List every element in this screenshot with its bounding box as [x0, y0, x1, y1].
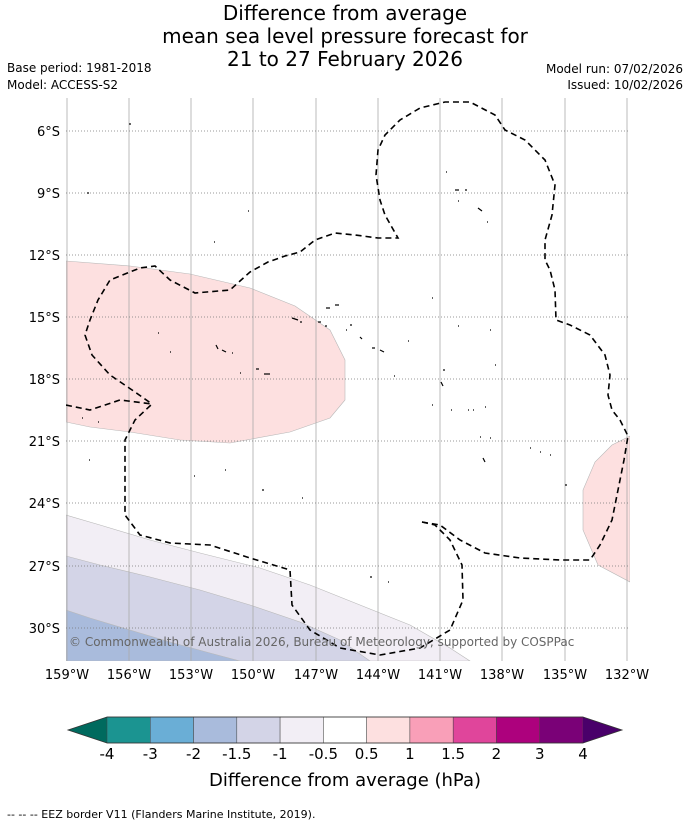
base-period: Base period: 1981-2018	[7, 61, 152, 75]
colorbar-bin	[150, 716, 194, 744]
lat-axis: 6°S 9°S 12°S 15°S 18°S 21°S 24°S 27°S 30…	[29, 125, 60, 637]
colorbar-bin	[323, 716, 367, 744]
forecast-map: 6°S 9°S 12°S 15°S 18°S 21°S 24°S 27°S 30…	[29, 98, 649, 683]
colorbar-bin	[452, 716, 497, 744]
colorbar-tick-label: -2	[186, 745, 202, 763]
lon-axis: 159°W 156°W 153°W 150°W 147°W 144°W 141°…	[45, 668, 649, 683]
lon-label: 132°W	[605, 668, 649, 683]
lon-label: 150°W	[231, 668, 275, 683]
colorbar-low-extend	[68, 717, 107, 743]
lon-label: 153°W	[169, 668, 213, 683]
lon-label: 138°W	[480, 668, 524, 683]
colorbar-bin	[193, 716, 238, 744]
model-name: Model: ACCESS-S2	[7, 78, 119, 92]
colorbar-title: Difference from average (hPa)	[208, 770, 482, 791]
lon-label: 141°W	[418, 668, 462, 683]
colorbar-tick-label: -1	[272, 745, 288, 763]
lat-label: 9°S	[37, 187, 60, 202]
model-run: Model run: 07/02/2026	[545, 62, 683, 76]
lon-label: 144°W	[356, 668, 400, 683]
colorbar-tick-label: 1	[405, 745, 415, 763]
colorbar-tick-label: 3	[534, 745, 545, 763]
lon-label: 135°W	[543, 668, 587, 683]
colorbar-tick-label: -4	[99, 745, 115, 763]
colorbar-bin	[366, 716, 411, 744]
lat-label: 6°S	[37, 125, 60, 140]
colorbar-bin	[496, 716, 540, 744]
colorbar-bins	[106, 716, 584, 744]
colorbar-bin	[539, 716, 584, 744]
anomaly-pos-0.5-1-west	[66, 260, 346, 444]
anomaly-neg-1.5-2	[66, 609, 241, 661]
colorbar-bin	[236, 716, 281, 744]
title-line-1: Difference from average	[222, 1, 468, 25]
title-line-2: mean sea level pressure forecast for	[162, 24, 528, 48]
lat-label: 30°S	[29, 622, 60, 637]
colorbar-tick-label: 0.5	[354, 745, 379, 763]
lon-label: 156°W	[107, 668, 151, 683]
colorbar	[66, 716, 624, 744]
lat-label: 24°S	[29, 497, 60, 512]
lat-label: 27°S	[29, 560, 60, 575]
lon-label: 147°W	[294, 668, 338, 683]
eez-border	[66, 101, 629, 656]
islands	[82, 123, 567, 583]
colorbar-tick-label: -0.5	[308, 745, 338, 763]
colorbar-tick-label: 4	[578, 745, 588, 763]
lat-label: 18°S	[29, 373, 60, 388]
title-line-3: 21 to 27 February 2026	[227, 47, 463, 71]
colorbar-tick-label: 1.5	[441, 745, 466, 763]
colorbar-tick-label: -3	[142, 745, 158, 763]
colorbar-bin	[409, 716, 454, 744]
colorbar-high-extend	[583, 717, 622, 743]
lat-label: 15°S	[29, 311, 60, 326]
anomaly-pos-0.5-1-east	[582, 435, 630, 583]
issued-date: Issued: 10/02/2026	[567, 78, 683, 92]
lat-label: 21°S	[29, 435, 60, 450]
colorbar-bin	[279, 716, 324, 744]
colorbar-tick-label: 2	[491, 745, 502, 763]
colorbar-tick-label: -1.5	[222, 745, 252, 763]
colorbar-bin	[106, 716, 151, 744]
lon-label: 159°W	[45, 668, 89, 683]
anomaly-shading	[66, 260, 630, 661]
eez-footnote: -- -- -- EEZ border V11 (Flanders Marine…	[7, 808, 316, 821]
copyright-notice: © Commonwealth of Australia 2026, Bureau…	[69, 635, 574, 649]
lat-label: 12°S	[29, 249, 60, 264]
lat-gridlines	[66, 130, 630, 629]
